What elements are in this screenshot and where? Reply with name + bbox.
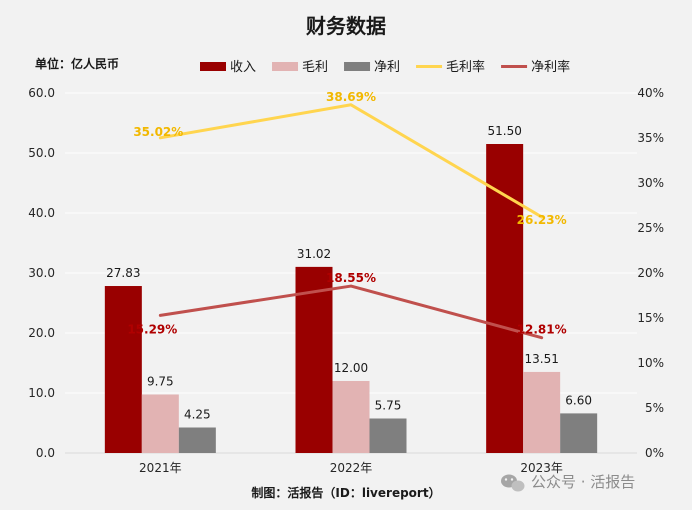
- right-tick-label: 30%: [637, 176, 664, 190]
- bar-毛利: [332, 381, 370, 453]
- right-tick-label: 35%: [637, 131, 664, 145]
- footer-credit: 制图：活报告（ID：livereport）: [251, 485, 440, 500]
- right-axis: 0% 5% 10% 15% 20% 25% 30% 35% 40%: [637, 86, 664, 460]
- right-tick-label: 10%: [637, 356, 664, 370]
- left-tick-label: 20.0: [28, 326, 55, 340]
- x-axis: 2021年 2022年 2023年: [139, 461, 563, 475]
- left-tick-label: 10.0: [28, 386, 55, 400]
- legend-swatch: [272, 62, 299, 71]
- legend-item: 净利率: [501, 59, 570, 75]
- left-tick-label: 60.0: [28, 86, 55, 100]
- bar-value-label: 13.51: [524, 352, 558, 366]
- bar-毛利: [523, 371, 561, 453]
- x-tick-label: 2021年: [139, 461, 182, 475]
- bar-value-label: 9.75: [147, 375, 174, 389]
- watermark: 公众号 · 活报告: [501, 473, 635, 492]
- chart-title: 财务数据: [306, 14, 386, 38]
- left-tick-label: 30.0: [28, 266, 55, 280]
- legend-swatch: [344, 62, 371, 71]
- bars: [104, 144, 598, 453]
- legend-item: 毛利率: [416, 59, 485, 75]
- bar-收入: [104, 286, 142, 453]
- x-tick-label: 2023年: [520, 461, 563, 475]
- legend-item: 净利: [344, 60, 400, 75]
- bar-收入: [486, 144, 524, 453]
- bar-收入: [295, 266, 333, 453]
- line-value-label: 38.69%: [326, 90, 376, 104]
- legend-label: 毛利: [302, 60, 328, 75]
- bar-value-label: 5.75: [375, 399, 402, 413]
- line-value-label: 35.02%: [133, 125, 183, 139]
- x-tick-label: 2022年: [330, 461, 373, 475]
- legend-swatch: [200, 62, 226, 71]
- legend-label: 收入: [230, 60, 256, 75]
- line-value-label: 26.23%: [517, 213, 567, 227]
- bar-value-label: 31.02: [297, 247, 331, 261]
- lines: [158, 103, 544, 340]
- right-tick-label: 25%: [637, 221, 664, 235]
- line-value-label: 15.29%: [127, 322, 177, 336]
- right-tick-label: 5%: [645, 401, 664, 415]
- wechat-icon: [501, 474, 525, 492]
- right-tick-label: 40%: [637, 86, 664, 100]
- line-毛利率: [158, 103, 544, 219]
- bar-value-label: 27.83: [106, 266, 140, 280]
- bar-value-label: 12.00: [334, 361, 368, 375]
- bar-value-label: 6.60: [565, 393, 592, 407]
- line-value-label: 12.81%: [517, 323, 567, 337]
- line-净利率: [158, 284, 544, 340]
- right-tick-label: 15%: [637, 311, 664, 325]
- legend-label: 净利: [374, 60, 400, 75]
- bar-value-label: 4.25: [184, 408, 211, 422]
- bar-净利: [178, 427, 216, 453]
- legend-item: 毛利: [272, 60, 328, 75]
- bar-value-label: 51.50: [487, 124, 521, 138]
- left-tick-label: 0.0: [36, 446, 55, 460]
- line-value-label: 18.55%: [326, 271, 376, 285]
- unit-label: 单位：亿人民币: [35, 56, 119, 71]
- legend-label: 毛利率: [446, 59, 485, 75]
- left-tick-label: 40.0: [28, 206, 55, 220]
- legend-item: 收入: [200, 60, 256, 75]
- bar-毛利: [141, 394, 179, 453]
- bar-净利: [369, 418, 407, 453]
- left-tick-label: 50.0: [28, 146, 55, 160]
- legend-label: 净利率: [531, 59, 570, 75]
- bar-净利: [560, 413, 598, 453]
- data-labels: 27.83 31.02 51.50 9.75 12.00 13.51 4.25 5.75 6.6…: [106, 90, 592, 422]
- legend: 收入 毛利 净利 毛利率 净利率: [200, 59, 570, 75]
- left-axis: 0.0 10.0 20.0 30.0 40.0 50.0 60.0: [28, 86, 55, 460]
- right-tick-label: 0%: [645, 446, 664, 460]
- right-tick-label: 20%: [637, 266, 664, 280]
- watermark-text: 公众号 · 活报告: [531, 473, 635, 491]
